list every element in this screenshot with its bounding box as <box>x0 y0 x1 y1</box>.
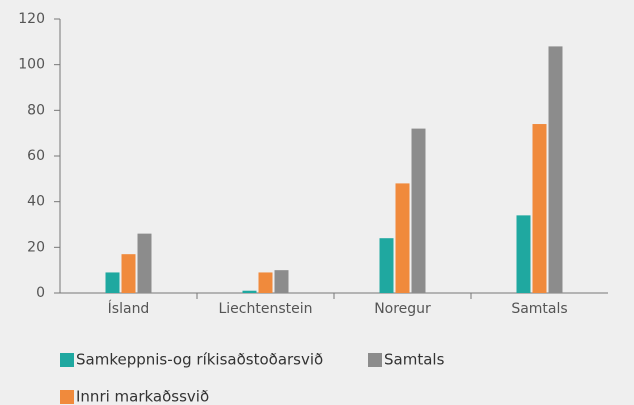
bar <box>258 272 273 293</box>
y-tick-label: 120 <box>18 11 45 27</box>
y-tick-label: 100 <box>18 57 45 73</box>
bar <box>379 238 394 293</box>
bar <box>274 270 289 293</box>
bar <box>121 254 136 293</box>
bar <box>548 46 563 294</box>
x-tick-label: Noregur <box>374 301 431 317</box>
y-tick-label: 80 <box>27 102 45 118</box>
bar <box>105 272 120 293</box>
bar <box>411 128 426 293</box>
legend-swatch <box>60 353 74 367</box>
bar <box>532 124 547 294</box>
y-tick-label: 20 <box>27 239 45 255</box>
legend-label: Samkeppnis-og ríkisaðstoðarsvið <box>76 351 323 369</box>
x-tick-label: Samtals <box>511 301 567 317</box>
legend-swatch <box>60 390 74 404</box>
legend-label: Innri markaðssvið <box>76 388 209 405</box>
y-tick-label: 60 <box>27 148 45 164</box>
bar <box>242 290 257 293</box>
x-tick-label: Ísland <box>108 300 150 317</box>
legend-label: Samtals <box>384 351 445 369</box>
bar <box>516 215 531 293</box>
y-tick-label: 40 <box>27 194 45 210</box>
y-tick-label: 0 <box>36 285 45 301</box>
legend-swatch <box>368 353 382 367</box>
bar <box>137 233 152 293</box>
x-tick-label: Liechtenstein <box>218 301 312 317</box>
bar <box>395 183 410 293</box>
